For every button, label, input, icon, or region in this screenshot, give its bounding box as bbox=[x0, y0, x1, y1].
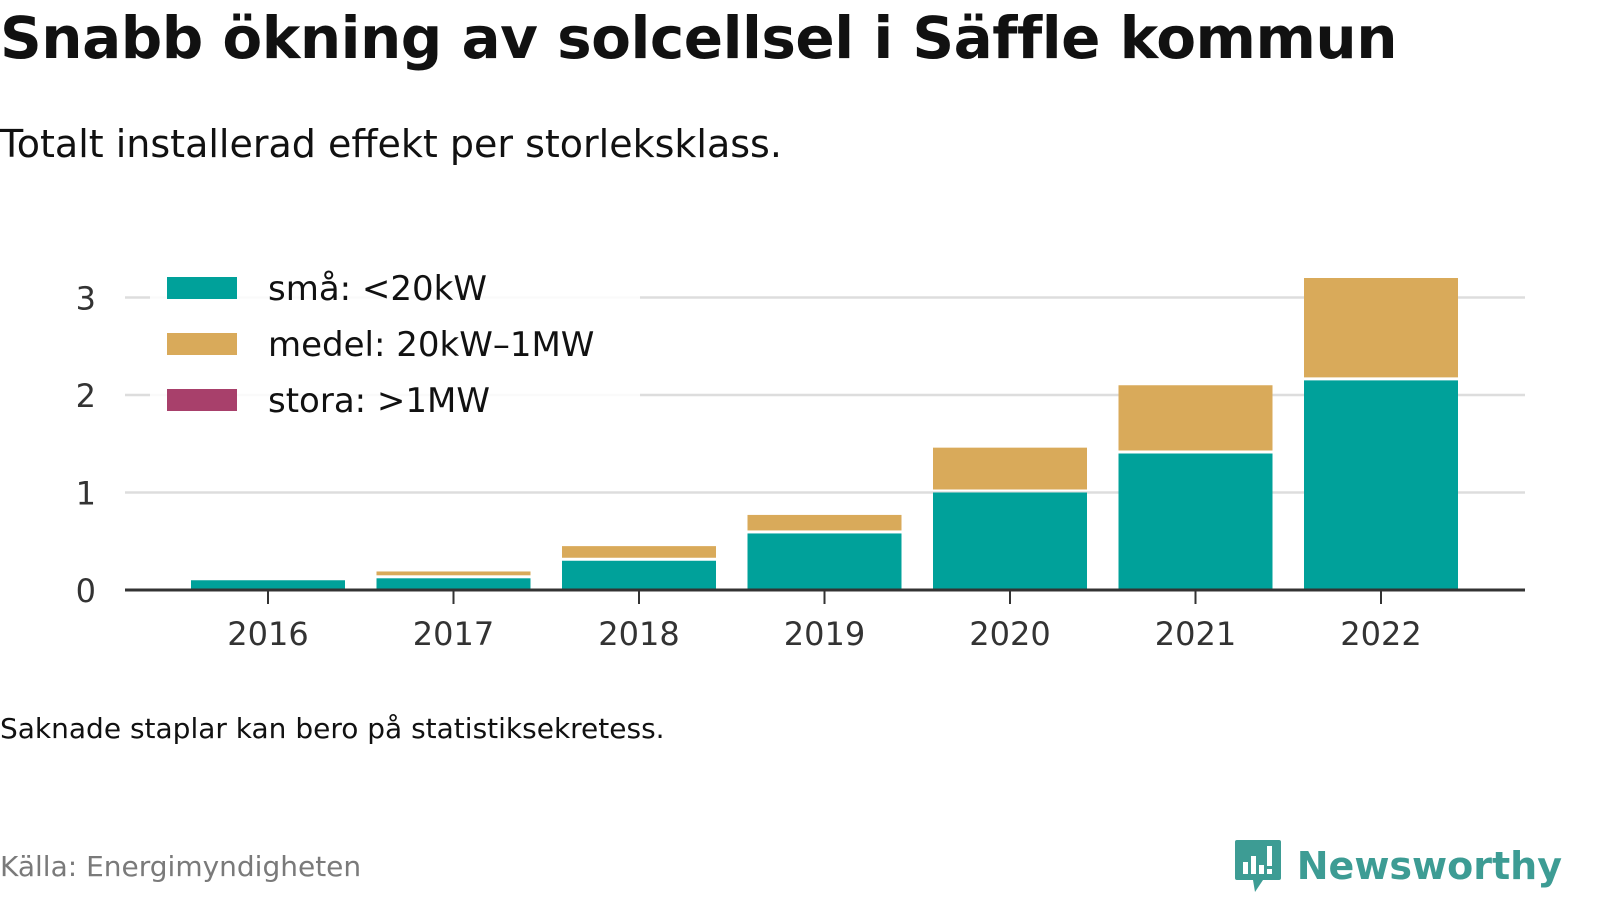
legend: små: <20kW medel: 20kW–1MW stora: >1MW bbox=[150, 262, 640, 434]
bar-2022-series-0 bbox=[1304, 380, 1458, 590]
y-tick-label-3: 3 bbox=[76, 280, 96, 318]
bar-2016-series-0 bbox=[191, 580, 345, 590]
bar-2018-series-0 bbox=[562, 560, 716, 590]
legend-label-0: små: <20kW bbox=[268, 269, 487, 309]
y-tick-label-0: 0 bbox=[76, 572, 96, 610]
legend-swatch-2 bbox=[167, 389, 237, 411]
x-tick-label-2016: 2016 bbox=[227, 615, 308, 653]
footnote: Saknade staplar kan bero på statistiksek… bbox=[0, 712, 665, 745]
legend-swatch-0 bbox=[167, 277, 237, 299]
chart-subtitle: Totalt installerad effekt per storlekskl… bbox=[0, 122, 782, 166]
bars bbox=[191, 278, 1458, 590]
bar-2022-series-1 bbox=[1304, 278, 1458, 378]
bar-2021-series-1 bbox=[1118, 385, 1273, 451]
bar-2020-series-0 bbox=[933, 492, 1087, 590]
newsworthy-logo-icon bbox=[1234, 840, 1281, 892]
x-tick-label-2017: 2017 bbox=[413, 615, 494, 653]
bar-2017-series-1 bbox=[376, 571, 531, 576]
legend-label-1: medel: 20kW–1MW bbox=[268, 325, 594, 365]
y-tick-label-2: 2 bbox=[76, 377, 96, 415]
x-tick-label-2020: 2020 bbox=[969, 615, 1050, 653]
x-tick-label-2022: 2022 bbox=[1340, 615, 1421, 653]
brand-logo: Newsworthy bbox=[1233, 838, 1562, 894]
x-tick-label-2018: 2018 bbox=[598, 615, 679, 653]
x-tick-label-2021: 2021 bbox=[1155, 615, 1236, 653]
y-tick-label-1: 1 bbox=[76, 475, 96, 513]
x-tick-label-2019: 2019 bbox=[784, 615, 865, 653]
bar-2021-series-0 bbox=[1118, 453, 1273, 590]
bar-2018-series-1 bbox=[562, 546, 716, 558]
bar-2019-series-1 bbox=[747, 514, 902, 531]
bar-2019-series-0 bbox=[747, 533, 902, 590]
bar-2017-series-0 bbox=[376, 578, 531, 590]
source-credit: Källa: Energimyndigheten bbox=[0, 850, 362, 883]
legend-swatch-1 bbox=[167, 333, 237, 355]
chart-title: Snabb ökning av solcellsel i Säffle komm… bbox=[0, 4, 1398, 72]
legend-label-2: stora: >1MW bbox=[268, 381, 490, 421]
bar-2020-series-1 bbox=[933, 447, 1087, 490]
brand-name: Newsworthy bbox=[1296, 844, 1562, 888]
axes: 0 1 2 3 2016 2017 2018 2019 2020 2021 2022 bbox=[76, 280, 1525, 653]
